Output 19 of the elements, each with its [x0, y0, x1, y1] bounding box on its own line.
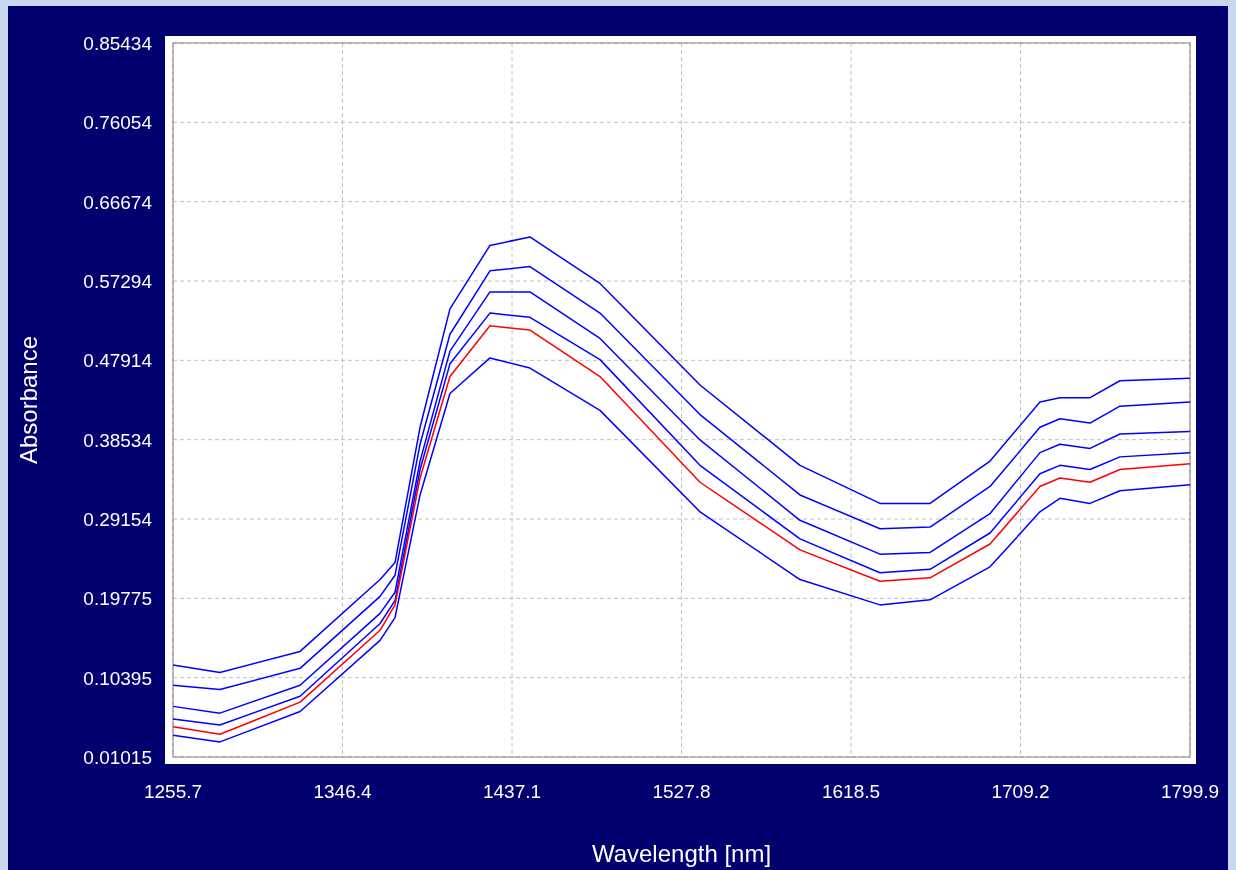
x-tick-label: 1255.7	[143, 781, 203, 802]
y-tick-label: 0.01015	[83, 747, 152, 768]
x-tick-label: 1527.8	[652, 781, 711, 802]
x-tick-label: 1437.1	[482, 781, 542, 802]
y-axis-title: Absorbance	[15, 335, 42, 465]
y-tick-label: 0.76054	[83, 112, 153, 134]
y-tick-label: 0.66674	[83, 191, 153, 213]
y-tick-label: 0.57294	[83, 271, 153, 292]
y-tick-label: 0.47914	[83, 350, 153, 372]
x-tick-label: 1618.5	[821, 781, 881, 802]
x-tick-label: 1709.2	[991, 781, 1050, 802]
y-tick-label: 0.38534	[83, 429, 153, 451]
x-axis-title: Wavelength [nm]	[591, 840, 772, 867]
y-tick-label: 0.85434	[83, 33, 153, 54]
y-tick-label: 0.10395	[83, 667, 152, 689]
y-tick-label: 0.19775	[83, 588, 152, 610]
x-tick-label: 1799.9	[1160, 781, 1220, 802]
y-tick-label: 0.29154	[83, 509, 153, 531]
x-tick-label: 1346.4	[313, 781, 372, 802]
